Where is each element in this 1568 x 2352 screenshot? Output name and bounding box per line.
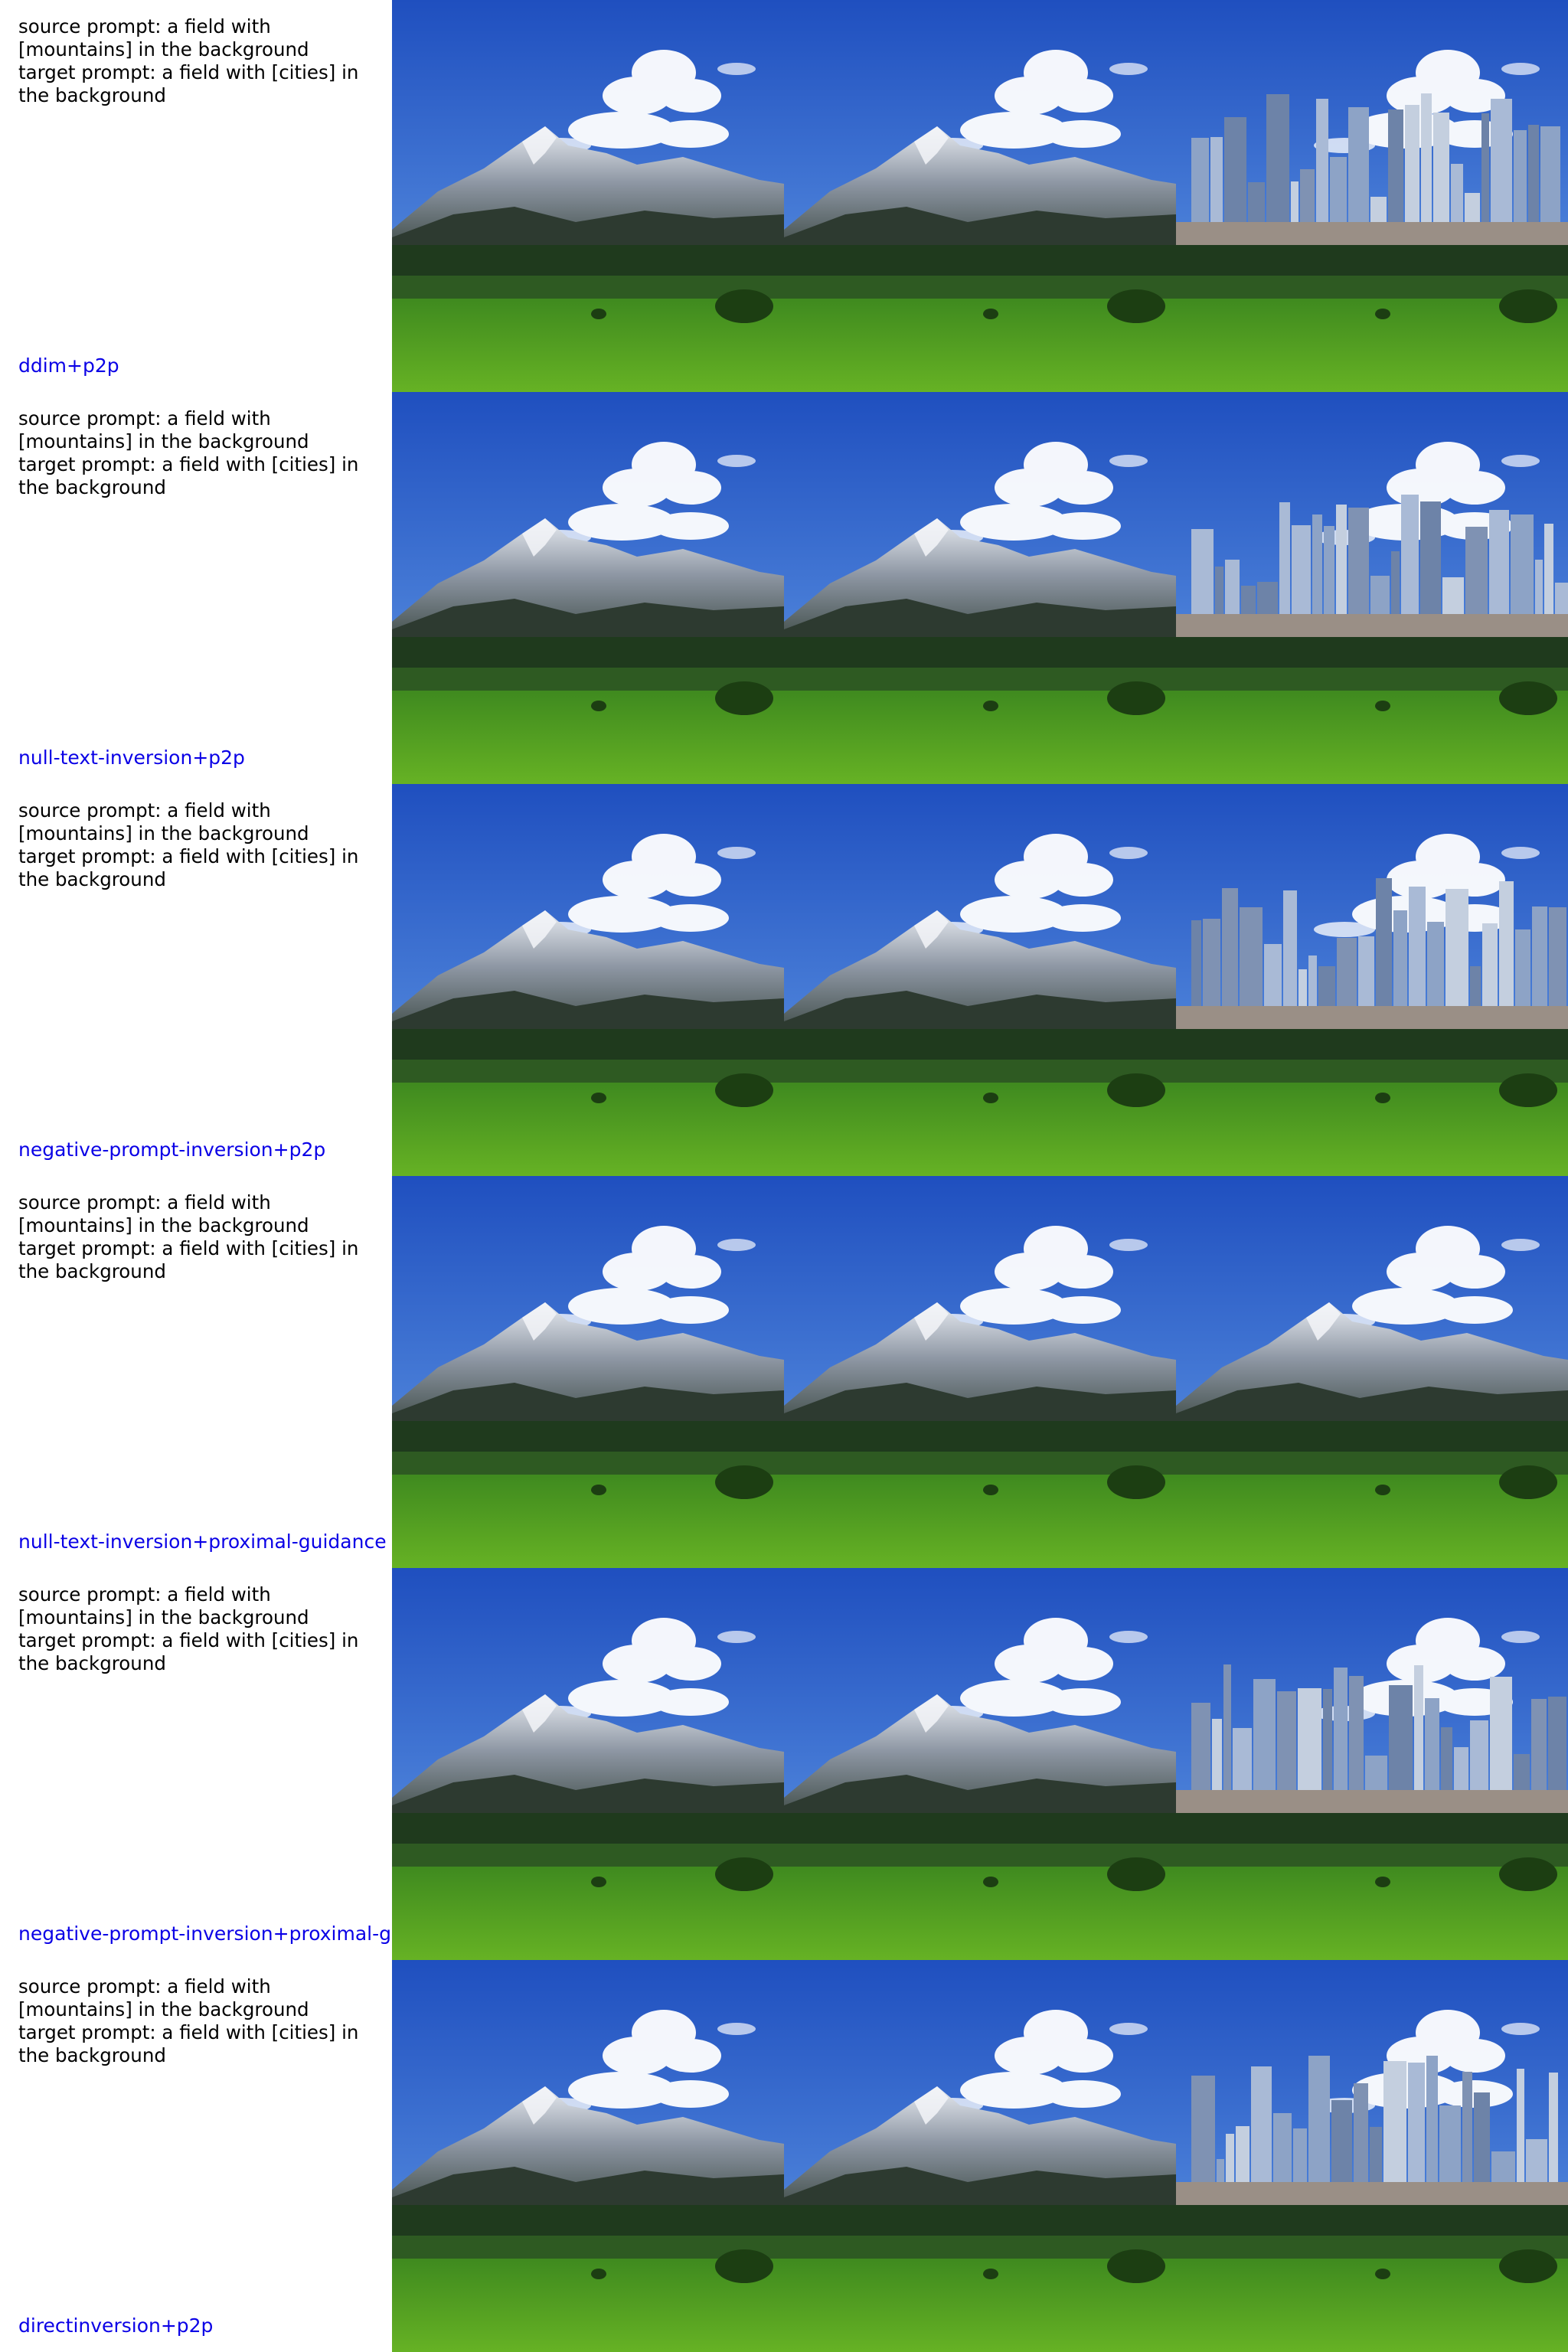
source-prompt: source prompt: a field with [mountains] … [18,1583,309,1628]
reconstructed-image [784,1568,1176,1960]
edited-image [1176,0,1568,392]
method-row: source prompt: a field with [mountains] … [0,1568,1568,1960]
method-row: source prompt: a field with [mountains] … [0,784,1568,1176]
reconstructed-image [784,0,1176,392]
row-label-panel: source prompt: a field with [mountains] … [0,1568,392,1960]
original-image [392,392,784,784]
target-prompt: target prompt: a field with [cities] in … [18,2021,359,2066]
target-prompt: target prompt: a field with [cities] in … [18,845,359,890]
edited-image [1176,1568,1568,1960]
city-photo [1176,0,1568,392]
row-label-panel: source prompt: a field with [mountains] … [0,0,392,392]
mountain-photo [784,1568,1176,1960]
method-label: null-text-inversion+p2p [18,746,245,769]
target-prompt: target prompt: a field with [cities] in … [18,453,359,498]
method-label: directinversion+p2p [18,2314,214,2337]
method-label: null-text-inversion+proximal-guidance [18,1530,387,1553]
city-photo [1176,1960,1568,2352]
mountain-photo [784,784,1176,1176]
original-image [392,0,784,392]
reconstructed-image [784,1960,1176,2352]
row-label-panel: source prompt: a field with [mountains] … [0,784,392,1176]
source-prompt: source prompt: a field with [mountains] … [18,407,309,452]
mountain-photo [392,1176,784,1568]
mountain-photo [784,1960,1176,2352]
edited-image [1176,784,1568,1176]
mountain-photo [392,392,784,784]
mountain-photo [392,1568,784,1960]
original-image [392,784,784,1176]
edited-image [1176,1960,1568,2352]
prompt-block: source prompt: a field with [mountains] … [18,407,378,499]
method-label: ddim+p2p [18,354,119,377]
mountain-photo [392,1960,784,2352]
reconstructed-image [784,1176,1176,1568]
target-prompt: target prompt: a field with [cities] in … [18,1629,359,1674]
original-image [392,1568,784,1960]
prompt-block: source prompt: a field with [mountains] … [18,799,378,891]
original-image [392,1960,784,2352]
method-row: source prompt: a field with [mountains] … [0,1960,1568,2352]
source-prompt: source prompt: a field with [mountains] … [18,1191,309,1236]
prompt-block: source prompt: a field with [mountains] … [18,15,378,107]
method-label: negative-prompt-inversion+proximal-g [18,1922,391,1945]
mountain-photo [784,392,1176,784]
city-photo [1176,1568,1568,1960]
target-prompt: target prompt: a field with [cities] in … [18,61,359,106]
reconstructed-image [784,392,1176,784]
edited-image [1176,392,1568,784]
mountain-photo [1176,1176,1568,1568]
source-prompt: source prompt: a field with [mountains] … [18,799,309,844]
row-label-panel: source prompt: a field with [mountains] … [0,1960,392,2352]
method-row: source prompt: a field with [mountains] … [0,1176,1568,1568]
original-image [392,1176,784,1568]
mountain-photo [392,784,784,1176]
prompt-block: source prompt: a field with [mountains] … [18,1583,378,1675]
source-prompt: source prompt: a field with [mountains] … [18,1975,309,2020]
mountain-photo [392,0,784,392]
mountain-photo [784,1176,1176,1568]
target-prompt: target prompt: a field with [cities] in … [18,1237,359,1282]
method-row: source prompt: a field with [mountains] … [0,392,1568,784]
city-photo [1176,392,1568,784]
prompt-block: source prompt: a field with [mountains] … [18,1191,378,1283]
row-label-panel: source prompt: a field with [mountains] … [0,392,392,784]
prompt-block: source prompt: a field with [mountains] … [18,1975,378,2067]
method-label: negative-prompt-inversion+p2p [18,1138,326,1161]
row-label-panel: source prompt: a field with [mountains] … [0,1176,392,1568]
source-prompt: source prompt: a field with [mountains] … [18,15,309,60]
edited-image [1176,1176,1568,1568]
method-row: source prompt: a field with [mountains] … [0,0,1568,392]
reconstructed-image [784,784,1176,1176]
city-photo [1176,784,1568,1176]
mountain-photo [784,0,1176,392]
